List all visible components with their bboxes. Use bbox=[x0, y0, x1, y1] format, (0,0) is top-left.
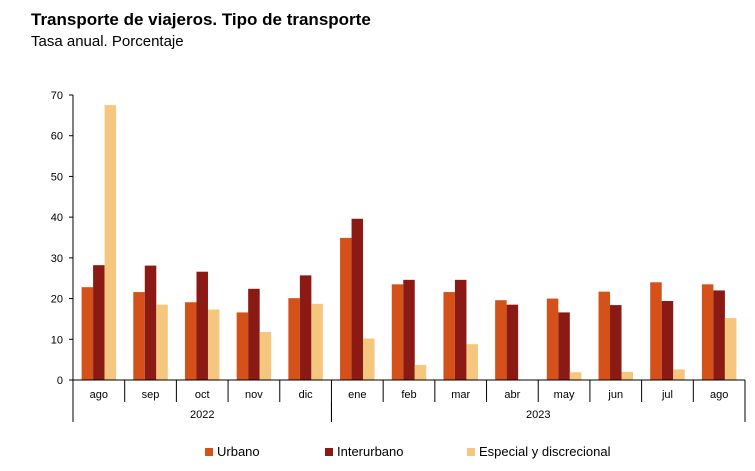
bar bbox=[156, 304, 168, 380]
bar bbox=[207, 309, 220, 380]
chart-title: Transporte de viajeros. Tipo de transpor… bbox=[31, 10, 371, 29]
y-tick-label: 70 bbox=[51, 90, 63, 102]
x-tick-label: jul bbox=[661, 389, 673, 401]
bar bbox=[610, 305, 622, 380]
x-tick-label: sep bbox=[142, 389, 160, 401]
bar bbox=[454, 279, 467, 380]
bar bbox=[236, 312, 249, 380]
bar bbox=[104, 105, 117, 380]
x-tick-label: dic bbox=[299, 389, 314, 401]
bar bbox=[650, 282, 662, 380]
bar bbox=[93, 265, 105, 380]
group-label: 2023 bbox=[526, 409, 550, 421]
bar bbox=[391, 284, 404, 380]
y-tick-label: 50 bbox=[51, 171, 63, 183]
y-tick-label: 30 bbox=[51, 253, 63, 265]
bar bbox=[506, 304, 519, 380]
bar bbox=[701, 284, 714, 380]
legend-item-urbano: Urbano bbox=[205, 444, 260, 459]
bar bbox=[466, 344, 478, 380]
y-tick-label: 10 bbox=[51, 334, 63, 346]
legend-label-interurbano: Interurbano bbox=[337, 444, 404, 459]
bar bbox=[546, 298, 559, 380]
x-tick-label: oct bbox=[195, 389, 210, 401]
x-tick-label: abr bbox=[504, 389, 520, 401]
x-tick-label: may bbox=[554, 389, 575, 401]
bar bbox=[558, 312, 570, 380]
x-tick-label: ago bbox=[710, 389, 728, 401]
legend-label-urbano: Urbano bbox=[217, 444, 260, 459]
bar bbox=[196, 271, 208, 380]
legend-label-especial: Especial y discrecional bbox=[479, 444, 611, 459]
legend-item-especial: Especial y discrecional bbox=[467, 444, 611, 459]
legend-item-interurbano: Interurbano bbox=[325, 444, 404, 459]
bar bbox=[259, 331, 272, 380]
legend-swatch-interurbano bbox=[325, 447, 333, 456]
x-tick-label: nov bbox=[245, 389, 263, 401]
y-tick-label: 40 bbox=[51, 212, 63, 224]
bar bbox=[569, 372, 582, 380]
x-tick-label: jun bbox=[607, 389, 623, 401]
y-tick-label: 0 bbox=[57, 375, 63, 387]
bar bbox=[403, 279, 415, 380]
chart-subtitle: Tasa anual. Porcentaje bbox=[31, 33, 184, 50]
bar bbox=[351, 218, 364, 380]
bar bbox=[598, 291, 611, 380]
bar bbox=[299, 275, 312, 380]
bar bbox=[661, 301, 674, 380]
bar bbox=[81, 287, 94, 380]
bar bbox=[724, 318, 737, 380]
legend-swatch-urbano bbox=[205, 447, 213, 456]
bar bbox=[673, 369, 685, 380]
bar bbox=[311, 303, 323, 380]
bar bbox=[713, 290, 725, 380]
x-tick-label: ago bbox=[90, 389, 108, 401]
bar bbox=[621, 371, 634, 380]
y-tick-label: 60 bbox=[51, 131, 63, 143]
bar bbox=[248, 288, 260, 380]
bar bbox=[184, 302, 197, 380]
bar bbox=[363, 338, 375, 380]
bar bbox=[340, 237, 352, 380]
bar-chart: 0 10 20 30 40 50 60 70 ago sep oct nov dic ene feb mar a… bbox=[51, 90, 746, 422]
bar bbox=[495, 300, 507, 380]
bar bbox=[443, 292, 455, 380]
bar bbox=[414, 364, 427, 380]
x-tick-label: mar bbox=[451, 389, 470, 401]
bar bbox=[144, 265, 157, 380]
x-tick-label: ene bbox=[348, 389, 366, 401]
x-tick-label: feb bbox=[401, 389, 416, 401]
bar bbox=[133, 292, 145, 380]
y-tick-label: 20 bbox=[51, 294, 63, 306]
group-label: 2022 bbox=[190, 409, 214, 421]
legend-swatch-especial bbox=[467, 447, 475, 456]
bar bbox=[288, 298, 300, 380]
